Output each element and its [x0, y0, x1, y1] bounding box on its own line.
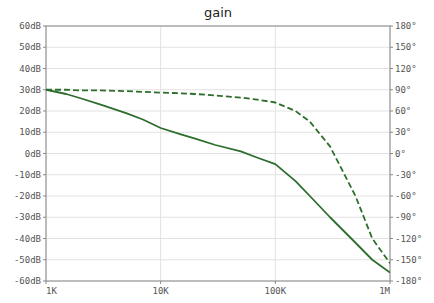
y2-tick-label: -30°	[395, 170, 417, 180]
y-grid-line	[46, 153, 390, 154]
y-tick-label: 0dB	[25, 149, 41, 159]
y-tick	[43, 132, 46, 133]
y2-tick-label: -120°	[395, 234, 422, 244]
y2-tick-label: -150°	[395, 255, 422, 265]
y2-tick-label: 0°	[395, 149, 406, 159]
y2-tick	[390, 196, 393, 197]
page: {"chart_data": {"type": "line", "title":…	[0, 0, 434, 303]
x-tick	[160, 281, 161, 284]
x-axis: 1K 10K 100K 1M	[46, 281, 391, 296]
y-tick	[43, 111, 46, 112]
y2-tick-label: -90°	[395, 212, 417, 222]
y2-tick-label: 30°	[395, 127, 411, 137]
y-tick	[43, 47, 46, 48]
y2-tick	[390, 132, 393, 133]
y-tick	[43, 89, 46, 90]
y-tick-label: 50dB	[19, 42, 41, 52]
y-tick-label: -20dB	[14, 191, 41, 201]
y-tick	[43, 174, 46, 175]
y-tick	[43, 217, 46, 218]
y2-tick	[390, 111, 393, 112]
y2-tick-label: 150°	[395, 42, 417, 52]
y-grid-line	[46, 89, 390, 90]
y-grid-line	[46, 132, 390, 133]
y2-tick-label: -60°	[395, 191, 417, 201]
y-tick-label: 10dB	[19, 127, 41, 137]
y-tick	[43, 196, 46, 197]
y-tick	[43, 259, 46, 260]
y2-tick-label: 180°	[395, 21, 417, 31]
y2-tick	[390, 153, 393, 154]
y-tick	[43, 238, 46, 239]
y-grid-line	[46, 47, 390, 48]
y2-axis: -180° -150° -120° -90° -60° -30° 0° 30° 60° 90° 12…	[390, 21, 422, 286]
y-grid-line	[46, 217, 390, 218]
x-tick-label: 100K	[264, 286, 286, 296]
y-tick	[43, 26, 46, 27]
y-grid-line	[46, 68, 390, 69]
title: gain	[204, 5, 232, 20]
y-tick-label: -30dB	[14, 212, 41, 222]
gain-line	[46, 90, 390, 273]
plot-area	[46, 90, 390, 273]
y-tick-label: -50dB	[14, 255, 41, 265]
grid	[46, 26, 390, 281]
y-tick-label: 30dB	[19, 85, 41, 95]
y2-tick	[390, 174, 393, 175]
y-tick	[43, 281, 46, 282]
y2-tick-label: 60°	[395, 106, 411, 116]
y2-tick	[390, 281, 393, 282]
y-tick	[43, 68, 46, 69]
x-tick-label: 1K	[46, 286, 57, 296]
y2-tick-label: 120°	[395, 64, 417, 74]
y-grid-line	[46, 111, 390, 112]
x-tick	[275, 281, 276, 284]
x-tick-label: 1M	[379, 286, 390, 296]
y-axis: -60dB -50dB -40dB -30dB -20dB -10dB 0dB 10dB 20d…	[14, 21, 46, 286]
y-tick-label: -10dB	[14, 170, 41, 180]
y2-tick	[390, 238, 393, 239]
y2-tick	[390, 259, 393, 260]
y-tick	[43, 153, 46, 154]
y-grid-line	[46, 259, 390, 260]
phase-line	[46, 90, 390, 264]
y2-tick	[390, 26, 393, 27]
y2-tick	[390, 68, 393, 69]
y2-tick-label: 90°	[395, 85, 411, 95]
y-grid-line	[46, 196, 390, 197]
y-grid-line	[46, 238, 390, 239]
y-tick-label: -40dB	[14, 234, 41, 244]
y-tick-label: 60dB	[19, 21, 41, 31]
y-tick-label: 40dB	[19, 64, 41, 74]
y2-tick	[390, 47, 393, 48]
y2-tick	[390, 217, 393, 218]
y-grid-line	[46, 174, 390, 175]
plot-frame	[46, 26, 390, 281]
x-tick-label: 10K	[153, 286, 170, 296]
y-tick-label: 20dB	[19, 106, 41, 116]
y2-tick-label: -180°	[395, 276, 422, 286]
y-tick-label: -60dB	[14, 276, 41, 286]
chart: gain 1K 10K 100K 1M -60dB -50dB -40dB -30dB -20dB…	[0, 0, 434, 303]
y2-tick	[390, 89, 393, 90]
